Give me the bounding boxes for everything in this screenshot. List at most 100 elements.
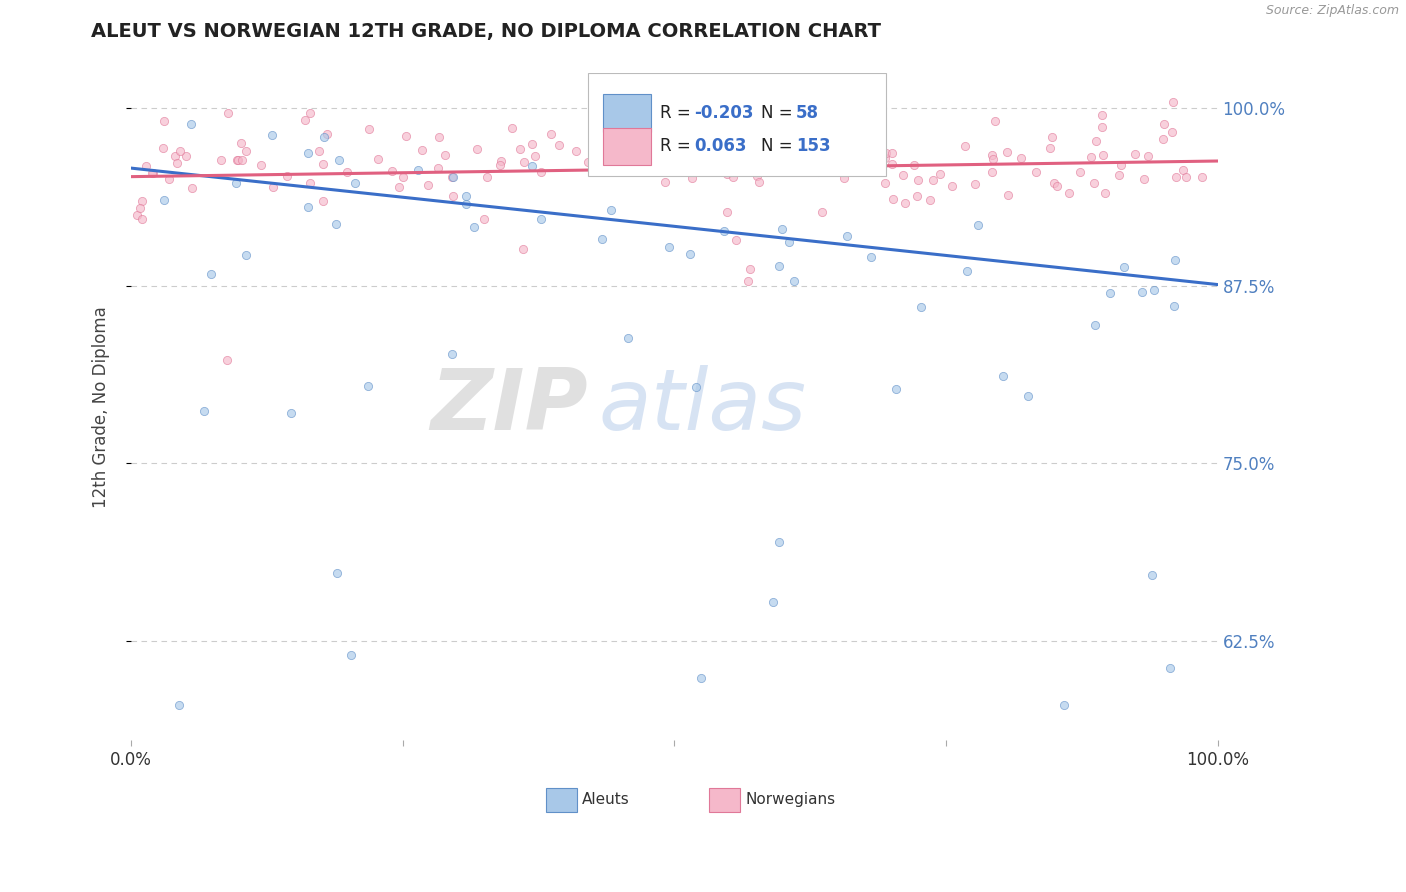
Point	[869, 156, 891, 170]
Point	[1017, 389, 1039, 403]
Point	[180, 117, 202, 131]
Point	[226, 153, 249, 168]
Point	[169, 144, 191, 158]
Point	[967, 219, 990, 233]
Point	[1112, 260, 1135, 274]
FancyBboxPatch shape	[709, 789, 740, 813]
Point	[761, 136, 783, 151]
Point	[262, 180, 284, 194]
Point	[747, 169, 769, 184]
Point	[1080, 150, 1102, 164]
Point	[907, 189, 929, 203]
Point	[1090, 120, 1112, 135]
Point	[1132, 285, 1154, 299]
Point	[599, 202, 621, 217]
Point	[294, 113, 316, 128]
Point	[1191, 169, 1213, 184]
Point	[1059, 186, 1081, 201]
Point	[157, 172, 180, 186]
Point	[995, 145, 1018, 160]
Point	[591, 232, 613, 246]
Text: N =: N =	[761, 137, 799, 155]
Point	[655, 142, 678, 156]
Text: 0.063: 0.063	[695, 137, 747, 155]
Point	[737, 274, 759, 288]
Point	[713, 224, 735, 238]
Point	[226, 153, 249, 167]
Point	[326, 566, 349, 581]
Point	[724, 234, 747, 248]
Point	[523, 149, 546, 163]
Text: R =: R =	[661, 104, 696, 122]
Point	[357, 378, 380, 392]
Point	[508, 142, 530, 156]
Point	[956, 264, 979, 278]
Point	[433, 148, 456, 162]
Point	[1153, 117, 1175, 131]
Point	[131, 194, 153, 208]
Point	[1053, 698, 1076, 712]
Point	[586, 141, 609, 155]
Point	[922, 173, 945, 187]
Point	[181, 181, 204, 195]
Point	[1039, 141, 1062, 155]
Point	[1069, 164, 1091, 178]
Point	[142, 165, 165, 179]
Point	[1040, 130, 1063, 145]
Point	[981, 165, 1004, 179]
Point	[260, 128, 283, 142]
Point	[984, 113, 1007, 128]
Point	[683, 145, 706, 159]
Point	[748, 176, 770, 190]
Point	[1175, 170, 1198, 185]
Point	[903, 158, 925, 172]
Point	[941, 179, 963, 194]
Point	[835, 119, 858, 133]
Point	[125, 208, 148, 222]
Point	[665, 147, 688, 161]
Point	[827, 138, 849, 153]
Point	[721, 169, 744, 184]
Point	[1094, 186, 1116, 201]
Point	[426, 161, 449, 176]
Point	[276, 169, 298, 183]
Point	[1099, 285, 1122, 300]
Text: 58: 58	[796, 104, 820, 122]
Point	[388, 180, 411, 194]
Point	[1152, 131, 1174, 145]
Point	[217, 353, 239, 368]
Point	[658, 240, 681, 254]
Point	[815, 142, 838, 156]
Point	[716, 167, 738, 181]
Text: ZIP: ZIP	[430, 365, 588, 448]
Point	[217, 106, 239, 120]
Point	[697, 133, 720, 147]
Point	[153, 114, 176, 128]
Point	[891, 169, 914, 183]
Point	[135, 160, 157, 174]
Point	[884, 382, 907, 396]
Point	[235, 248, 257, 262]
Point	[807, 165, 830, 179]
Point	[762, 595, 785, 609]
Point	[824, 131, 846, 145]
Point	[1108, 168, 1130, 182]
Point	[907, 173, 929, 187]
Point	[796, 129, 818, 144]
Point	[167, 698, 190, 712]
Point	[681, 170, 703, 185]
Text: ALEUT VS NORWEGIAN 12TH GRADE, NO DIPLOMA CORRELATION CHART: ALEUT VS NORWEGIAN 12TH GRADE, NO DIPLOM…	[91, 22, 882, 41]
Point	[463, 220, 485, 235]
Point	[782, 274, 804, 288]
Point	[1161, 125, 1184, 139]
Point	[675, 161, 697, 175]
Point	[540, 128, 562, 142]
Point	[367, 152, 389, 166]
Point	[981, 152, 1004, 166]
Point	[837, 228, 859, 243]
Point	[1083, 176, 1105, 190]
Point	[411, 143, 433, 157]
Point	[501, 120, 523, 135]
Point	[997, 188, 1019, 202]
Point	[152, 141, 174, 155]
